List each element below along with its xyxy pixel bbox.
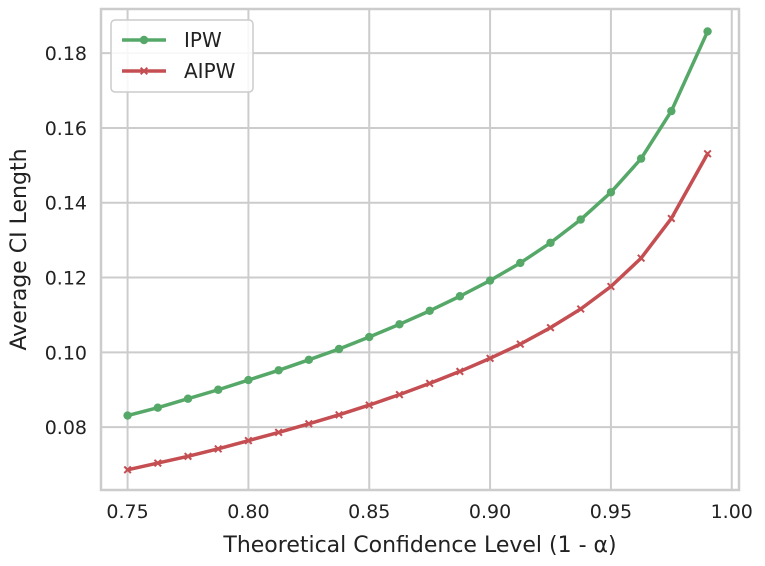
legend-label: AIPW: [184, 59, 236, 83]
x-tick-label: 0.75: [106, 501, 148, 523]
legend-label: IPW: [184, 28, 222, 52]
data-point-aipw: [606, 282, 615, 291]
data-point-aipw: [425, 379, 434, 388]
data-point-ipw: [244, 375, 253, 385]
x-tick-label: 0.95: [590, 501, 632, 523]
data-point-aipw: [214, 444, 223, 453]
data-point-ipw: [576, 215, 585, 224]
data-point-aipw: [304, 419, 313, 428]
y-tick-labels: 0.08 0.10 0.12 0.14 0.16 0.18: [45, 43, 87, 439]
data-point-aipw: [486, 354, 495, 363]
data-point-ipw: [214, 385, 223, 394]
data-point-aipw: [546, 323, 555, 332]
y-tick-label: 0.10: [45, 342, 87, 364]
x-tick-label: 0.85: [348, 501, 390, 523]
legend-item-aipw: AIPW: [122, 59, 236, 83]
data-point-ipw: [455, 292, 465, 301]
data-point-ipw: [606, 188, 616, 197]
data-point-aipw: [637, 254, 646, 263]
data-point-aipw: [703, 149, 712, 158]
series-ipw: [123, 27, 712, 420]
data-point-ipw: [667, 106, 676, 116]
series-line-aipw: [125, 152, 710, 472]
data-point-ipw: [516, 258, 525, 268]
data-point-ipw: [183, 394, 193, 403]
data-point-aipw: [335, 410, 344, 419]
series-aipw: [123, 149, 712, 474]
x-tick-label: 0.90: [469, 501, 511, 523]
data-point-ipw: [485, 276, 495, 285]
data-point-aipw: [365, 401, 374, 410]
y-tick-label: 0.18: [45, 43, 87, 65]
y-axis-label: Average CI Length: [7, 148, 32, 350]
legend-marker-circle: [139, 35, 149, 45]
data-point-aipw: [153, 459, 162, 468]
legend: IPW AIPW: [110, 19, 254, 93]
data-point-ipw: [274, 366, 283, 375]
data-point-ipw: [546, 238, 555, 247]
series-layer: [123, 27, 712, 474]
data-point-aipw: [455, 367, 464, 376]
x-tick-label: 0.80: [227, 501, 269, 523]
data-point-ipw: [425, 306, 434, 316]
y-tick-label: 0.14: [45, 193, 87, 215]
x-tick-label: 1.00: [711, 501, 753, 523]
data-point-ipw: [153, 403, 162, 412]
legend-marker-x: [139, 66, 149, 76]
data-point-aipw: [667, 214, 676, 223]
data-point-aipw: [274, 428, 283, 437]
data-point-ipw: [703, 27, 712, 36]
y-tick-label: 0.08: [45, 417, 87, 439]
y-tick-label: 0.16: [45, 118, 87, 140]
data-point-ipw: [395, 320, 404, 329]
data-point-aipw: [395, 390, 404, 399]
data-point-aipw: [123, 465, 132, 474]
data-point-ipw: [304, 355, 314, 365]
series-line-ipw: [125, 29, 710, 418]
x-axis-label: Theoretical Confidence Level (1 - α): [222, 533, 616, 558]
data-point-aipw: [576, 304, 585, 313]
plot-frame: [99, 7, 741, 492]
data-point-ipw: [365, 332, 374, 342]
legend-item-ipw: IPW: [122, 28, 222, 52]
data-point-aipw: [183, 452, 193, 461]
y-tick-label: 0.12: [45, 268, 87, 290]
data-point-aipw: [244, 436, 253, 445]
x-tick-labels: 0.75 0.80 0.85 0.90 0.95 1.00: [106, 501, 752, 523]
data-point-ipw: [636, 154, 646, 163]
data-point-ipw: [334, 344, 344, 354]
data-point-aipw: [516, 340, 525, 349]
data-point-ipw: [123, 411, 132, 420]
